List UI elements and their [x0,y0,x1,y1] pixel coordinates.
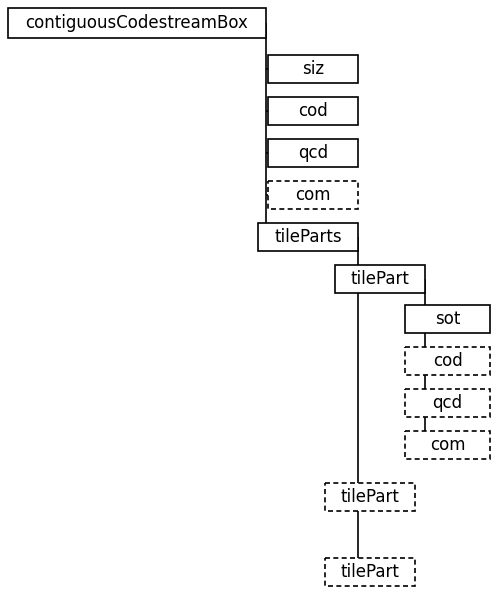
Text: com: com [430,436,465,454]
Bar [335,265,425,293]
Bar [8,8,266,38]
Bar [325,558,415,586]
Bar [405,347,490,375]
Bar [405,305,490,333]
Bar [405,431,490,459]
Text: qcd: qcd [432,394,462,412]
Text: com: com [295,186,331,204]
Text: tilePart: tilePart [340,488,400,506]
Text: tilePart: tilePart [350,270,410,288]
Text: tilePart: tilePart [340,563,400,581]
Bar [325,483,415,511]
Bar [258,223,358,251]
Text: tileParts: tileParts [274,228,342,246]
Bar [268,55,358,83]
Bar [268,97,358,125]
Bar [268,139,358,167]
Text: contiguousCodestreamBox: contiguousCodestreamBox [26,14,248,32]
Bar [268,181,358,209]
Text: siz: siz [302,60,324,78]
Text: qcd: qcd [298,144,328,162]
Text: cod: cod [298,102,328,120]
Text: cod: cod [432,352,462,370]
Text: sot: sot [435,310,460,328]
Bar [405,389,490,417]
